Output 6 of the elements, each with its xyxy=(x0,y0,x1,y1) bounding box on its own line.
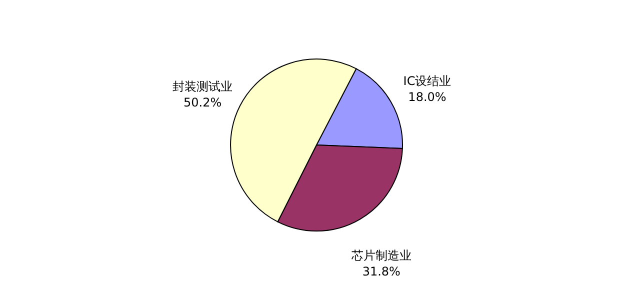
data-label: 18.0% xyxy=(408,90,446,104)
slice-label: 封装测试业 xyxy=(172,80,233,94)
slice-label: 芯片制造业 xyxy=(350,248,412,262)
data-label: 31.8% xyxy=(362,264,400,278)
slice-label: IC设结业 xyxy=(403,74,452,88)
data-label: 50.2% xyxy=(184,96,222,110)
